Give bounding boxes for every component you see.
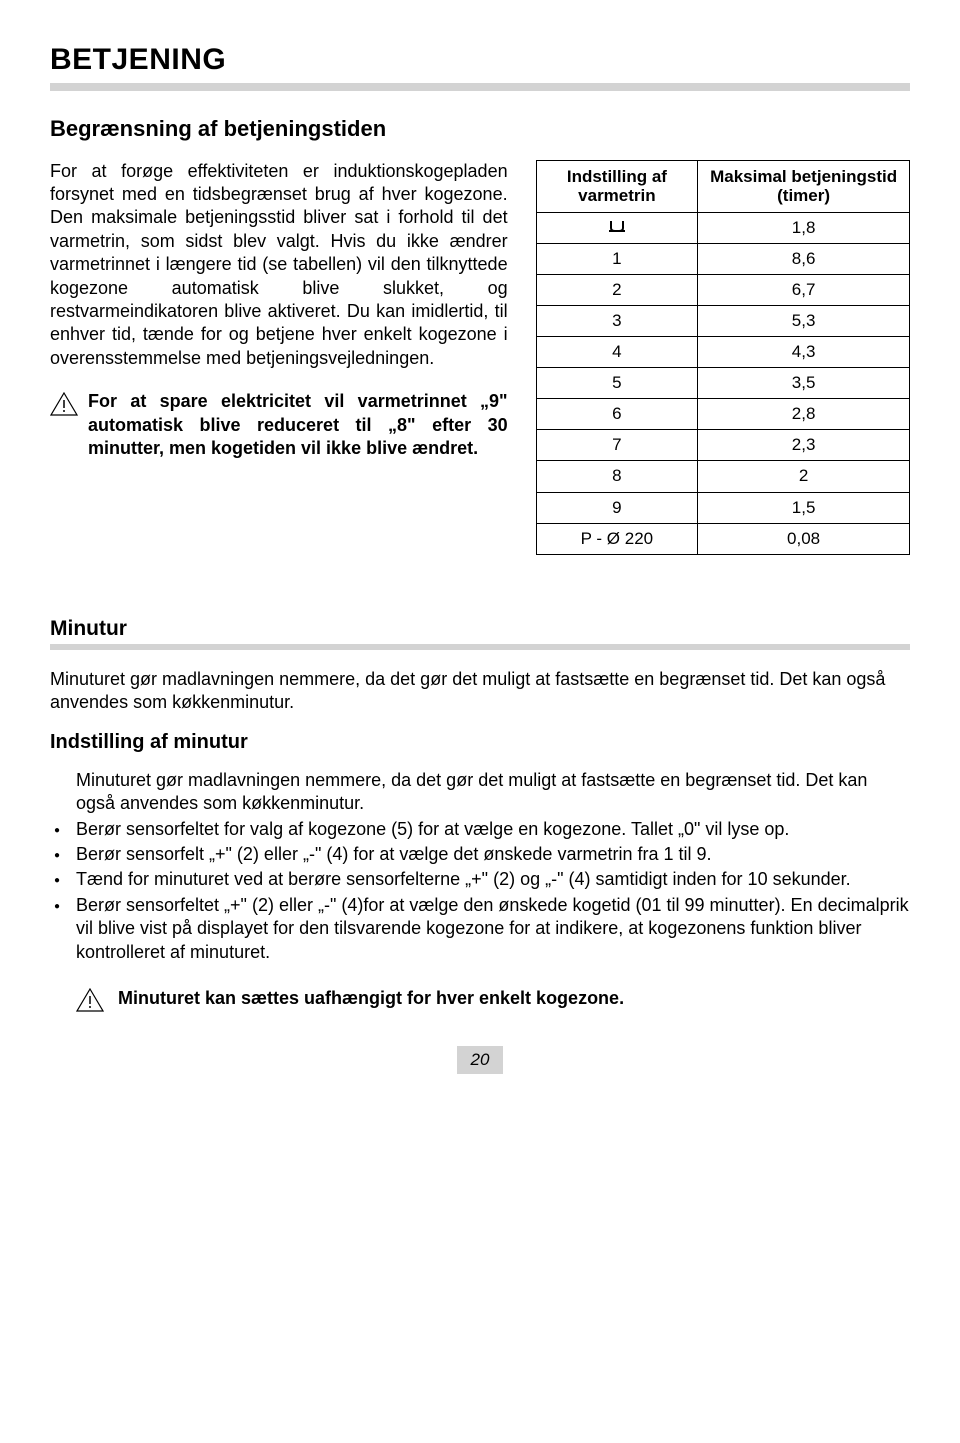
table-row: 18,6 [536,243,909,274]
table-row: 1,8 [536,212,909,243]
table-cell: 8 [536,461,698,492]
table-row: 91,5 [536,492,909,523]
table-cell: 0,08 [698,523,910,554]
table-cell: 3 [536,305,698,336]
instruction-list: Minuturet gør madlavningen nemmere, da d… [50,769,910,964]
table-cell: 6,7 [698,274,910,305]
section-heading: Begrænsning af betjeningstiden [50,115,910,144]
body-paragraph: For at forøge effektiviteten er induktio… [50,160,508,371]
table-cell: 9 [536,492,698,523]
table-cell: 8,6 [698,243,910,274]
table-row: 35,3 [536,305,909,336]
table-row: P - Ø 2200,08 [536,523,909,554]
table-cell: 2,3 [698,430,910,461]
table-cell: 4,3 [698,337,910,368]
table-cell: P - Ø 220 [536,523,698,554]
list-item: Berør sensorfelt „+" (2) eller „-" (4) f… [76,843,910,866]
table-cell: 1,8 [698,212,910,243]
table-row: 44,3 [536,337,909,368]
table-row: 53,5 [536,368,909,399]
warning-block: For at spare elektricitet vil varmetrinn… [50,390,508,460]
table-cell: 2 [536,274,698,305]
table-header: Maksimal betjeningstid (timer) [698,160,910,212]
warning-text: For at spare elektricitet vil varmetrinn… [88,390,508,460]
table-row: 82 [536,461,909,492]
table-cell: 2 [698,461,910,492]
list-item: Tænd for minuturet ved at berøre sensorf… [76,868,910,891]
table-row: 72,3 [536,430,909,461]
table-cell: 5 [536,368,698,399]
body-paragraph: Minuturet gør madlavningen nemmere, da d… [50,668,910,715]
divider [50,644,910,650]
list-item: Minuturet gør madlavningen nemmere, da d… [76,769,910,816]
table-row: 26,7 [536,274,909,305]
settings-table: Indstilling af varmetrin Maksimal betjen… [536,160,910,555]
table-header: Indstilling af varmetrin [536,160,698,212]
warning-icon [50,392,78,416]
warning-text: Minuturet kan sættes uafhængigt for hver… [118,987,624,1010]
table-cell: 2,8 [698,399,910,430]
table-cell: 5,3 [698,305,910,336]
table-header-row: Indstilling af varmetrin Maksimal betjen… [536,160,909,212]
list-item: Berør sensorfeltet „+" (2) eller „-" (4)… [76,894,910,964]
page-number: 20 [457,1046,504,1074]
table-cell: 1,5 [698,492,910,523]
two-column-layout: For at forøge effektiviteten er induktio… [50,160,910,555]
warning-block: Minuturet kan sættes uafhængigt for hver… [50,986,910,1012]
table-cell: 4 [536,337,698,368]
table-cell: 3,5 [698,368,910,399]
keep-warm-icon [607,217,627,237]
left-column: For at forøge effektiviteten er induktio… [50,160,508,555]
divider [50,83,910,91]
warning-icon [76,988,104,1012]
page-title: BETJENING [50,40,910,79]
table-row: 62,8 [536,399,909,430]
table-cell: 1 [536,243,698,274]
sub-heading: Indstilling af minutur [50,729,910,755]
list-item: Berør sensorfeltet for valg af kogezone … [76,818,910,841]
table-cell [536,212,698,243]
section-heading: Minutur [50,615,910,642]
table-cell: 7 [536,430,698,461]
page-number-wrap: 20 [50,1046,910,1074]
right-column: Indstilling af varmetrin Maksimal betjen… [536,160,910,555]
table-cell: 6 [536,399,698,430]
